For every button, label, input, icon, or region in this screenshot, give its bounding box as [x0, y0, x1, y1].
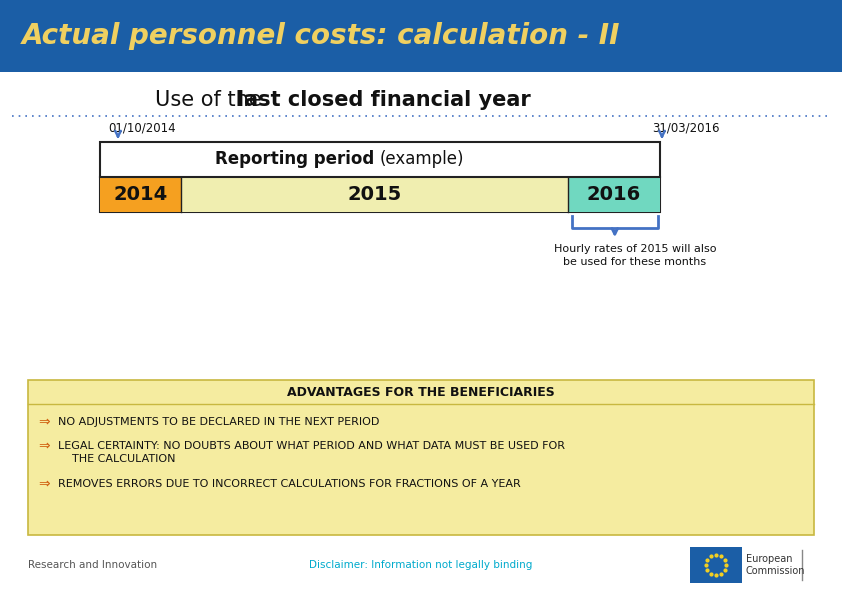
Text: Research and Innovation: Research and Innovation	[28, 560, 157, 570]
Text: NO ADJUSTMENTS TO BE DECLARED IN THE NEXT PERIOD: NO ADJUSTMENTS TO BE DECLARED IN THE NEX…	[58, 417, 380, 427]
Text: Use of the: Use of the	[155, 90, 269, 110]
Text: 31/03/2016: 31/03/2016	[652, 121, 720, 134]
Bar	[100, 142, 660, 212]
Text: (example): (example)	[380, 151, 465, 168]
Text: Hourly rates of 2015 will also: Hourly rates of 2015 will also	[553, 244, 716, 254]
Text: last closed financial year: last closed financial year	[237, 90, 530, 110]
Bar	[0, 0, 842, 72]
Text: ⇒: ⇒	[38, 415, 50, 429]
Bar	[181, 177, 568, 212]
Text: LEGAL CERTAINTY: NO DOUBTS ABOUT WHAT PERIOD AND WHAT DATA MUST BE USED FOR: LEGAL CERTAINTY: NO DOUBTS ABOUT WHAT PE…	[58, 441, 565, 451]
Text: European: European	[746, 554, 792, 564]
Text: Disclaimer: Information not legally binding: Disclaimer: Information not legally bind…	[309, 560, 533, 570]
Text: be used for these months: be used for these months	[563, 257, 706, 267]
Text: Actual personnel costs: calculation - II: Actual personnel costs: calculation - II	[22, 22, 621, 50]
Text: THE CALCULATION: THE CALCULATION	[72, 454, 175, 464]
Bar	[690, 547, 742, 583]
Text: REMOVES ERRORS DUE TO INCORRECT CALCULATIONS FOR FRACTIONS OF A YEAR: REMOVES ERRORS DUE TO INCORRECT CALCULAT…	[58, 479, 520, 489]
Text: 2016: 2016	[587, 185, 641, 204]
Text: Commission: Commission	[746, 566, 806, 576]
Bar	[568, 177, 660, 212]
Text: ⇒: ⇒	[38, 477, 50, 491]
Text: ADVANTAGES FOR THE BENEFICIARIES: ADVANTAGES FOR THE BENEFICIARIES	[287, 386, 555, 399]
Bar	[100, 177, 181, 212]
Text: 01/10/2014: 01/10/2014	[108, 121, 176, 134]
Bar	[28, 380, 814, 535]
Text: ⇒: ⇒	[38, 439, 50, 453]
Text: 2014: 2014	[114, 185, 168, 204]
Text: Reporting period: Reporting period	[215, 151, 380, 168]
Text: 2015: 2015	[347, 185, 402, 204]
